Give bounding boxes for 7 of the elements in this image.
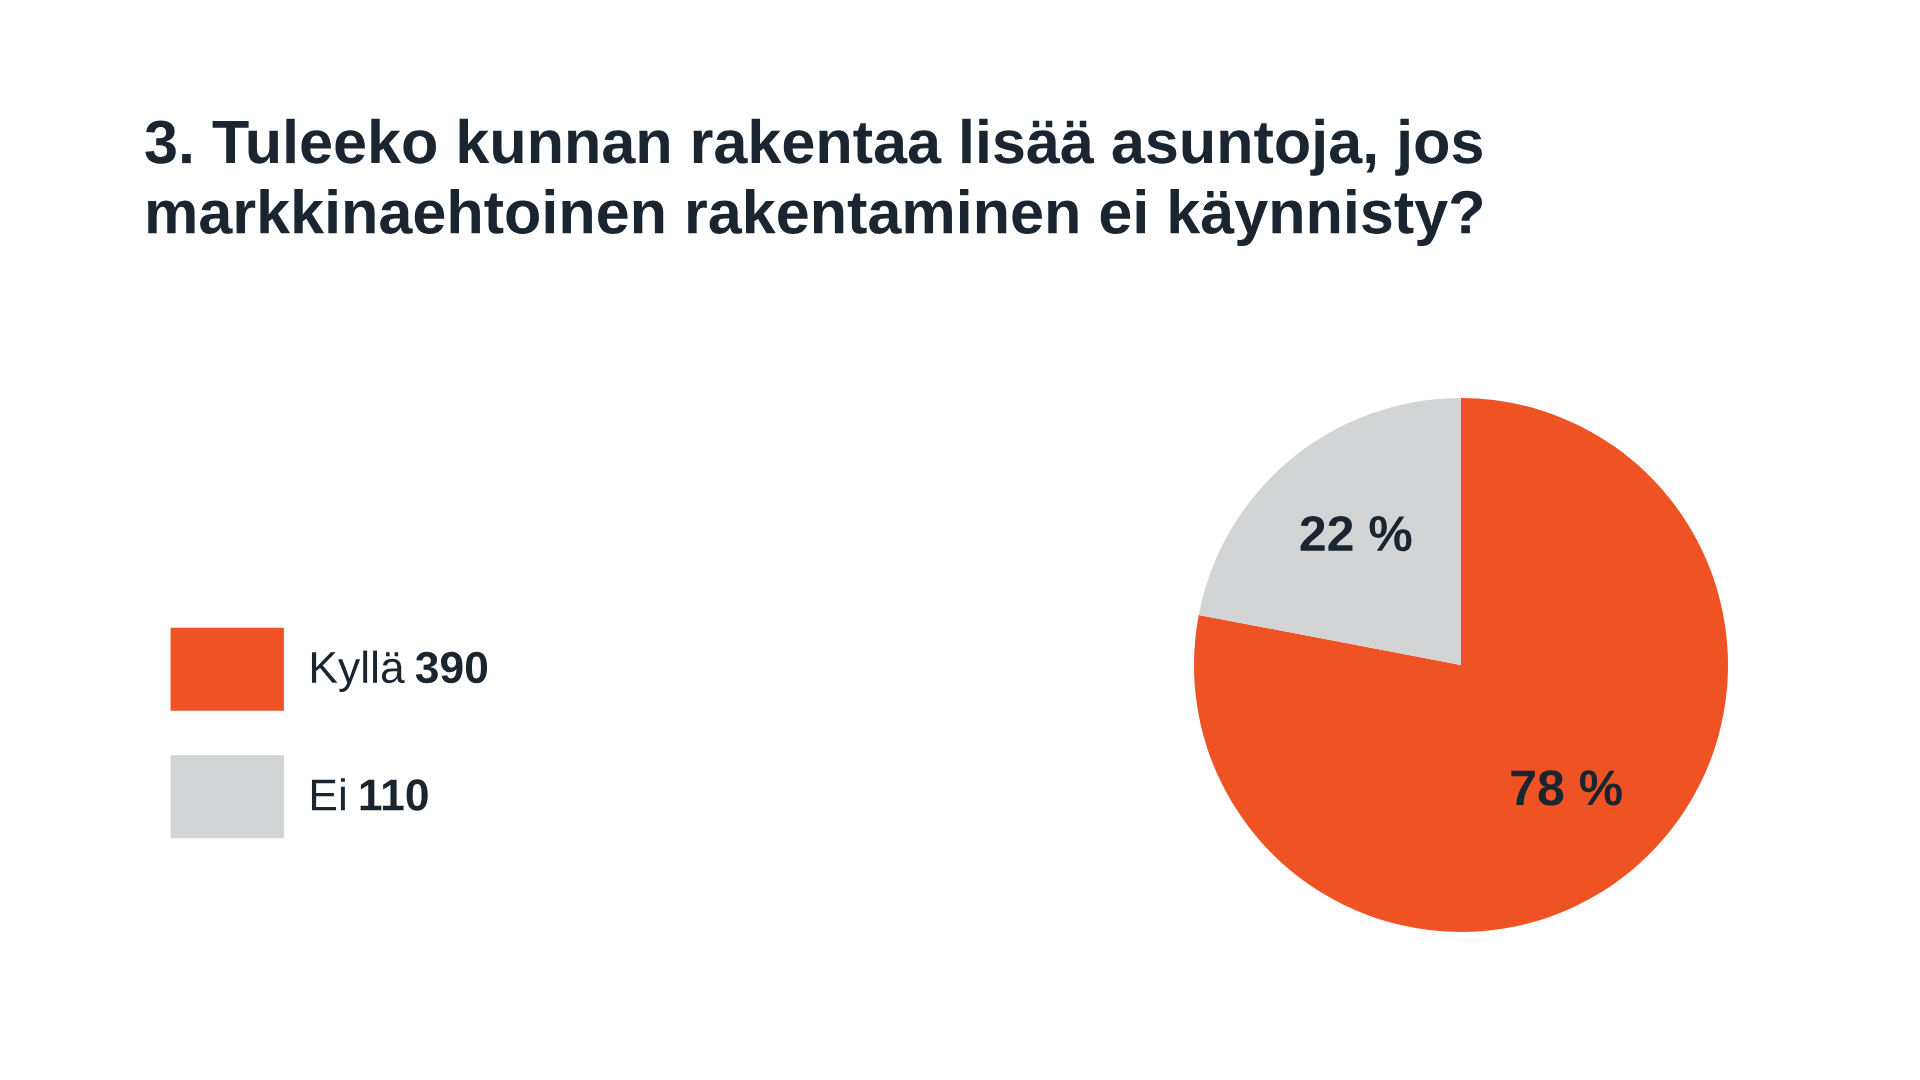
data-label: 22 % (1300, 515, 1412, 552)
legend-label: Kyllä (311, 650, 405, 692)
legend-label: Ei (311, 778, 345, 811)
chart-title: 3. Tuleeko kunnan rakentaa lisää asuntoja, jos markkinaehtoinen rakentaminen ei käynnisty? (145, 118, 1482, 247)
data-label: 78 % (1511, 770, 1622, 806)
text: 110 (360, 779, 428, 811)
text: 390 (415, 651, 488, 684)
